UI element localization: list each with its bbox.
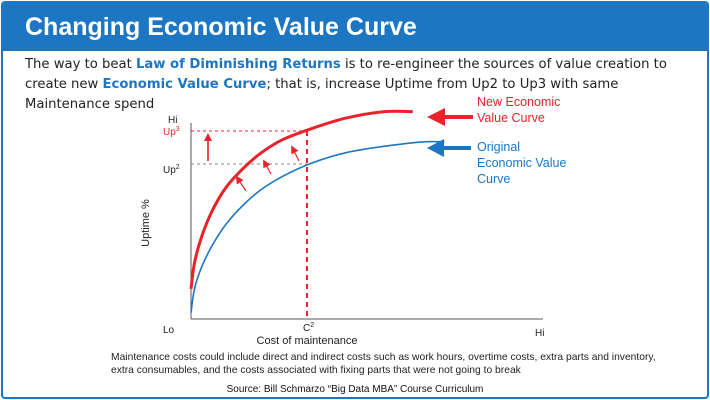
intro-text: The way to beat Law of Diminishing Retur… xyxy=(25,55,695,115)
source-credit: Source: Bill Schmarzo “Big Data MBA” Cou… xyxy=(226,384,484,395)
new-curve xyxy=(189,109,413,290)
new-curve-label-line2: Value Curve xyxy=(477,111,545,125)
original-curve-label-line3: Curve xyxy=(477,172,510,186)
original-curve xyxy=(190,140,445,313)
shift-arrow-3 xyxy=(291,145,300,162)
page-title: Changing Economic Value Curve xyxy=(3,3,707,51)
y-tick-up2: Up2 xyxy=(163,164,180,176)
intro-part-3: ; that is, increase Uptime from Up2 to U… xyxy=(25,77,619,112)
intro-highlight-1: Law of Diminishing Returns xyxy=(135,57,341,72)
original-curve-label-line2: Economic Value xyxy=(477,156,566,170)
new-curve-label-arrow xyxy=(427,108,473,126)
intro-part-1: The way to beat xyxy=(25,57,136,72)
footnote: Maintenance costs could include direct a… xyxy=(111,352,656,376)
new-curve-label-line1: New Economic xyxy=(477,95,560,109)
x-axis-label: Cost of maintenance xyxy=(257,335,358,347)
x-tick-lo: Lo xyxy=(163,325,175,336)
shift-arrow-2 xyxy=(263,159,272,175)
original-curve-label-arrow xyxy=(427,139,471,157)
intro-part-2: is to re-engineer the sources of value c… xyxy=(25,57,667,92)
economic-value-chart: Hi Up3 Up2 Uptime % Lo C2 Hi Cost of mai… xyxy=(140,95,566,347)
original-curve-label-line1: Original xyxy=(477,140,520,154)
y-axis-label: Uptime % xyxy=(140,199,152,247)
x-tick-hi: Hi xyxy=(535,328,544,339)
intro-highlight-2: Economic Value Curve xyxy=(102,77,267,92)
shift-arrow-1 xyxy=(235,175,247,192)
x-tick-c2: C2 xyxy=(303,322,314,334)
y-tick-hi: Hi xyxy=(168,115,177,126)
y-tick-up3: Up3 xyxy=(163,126,180,138)
